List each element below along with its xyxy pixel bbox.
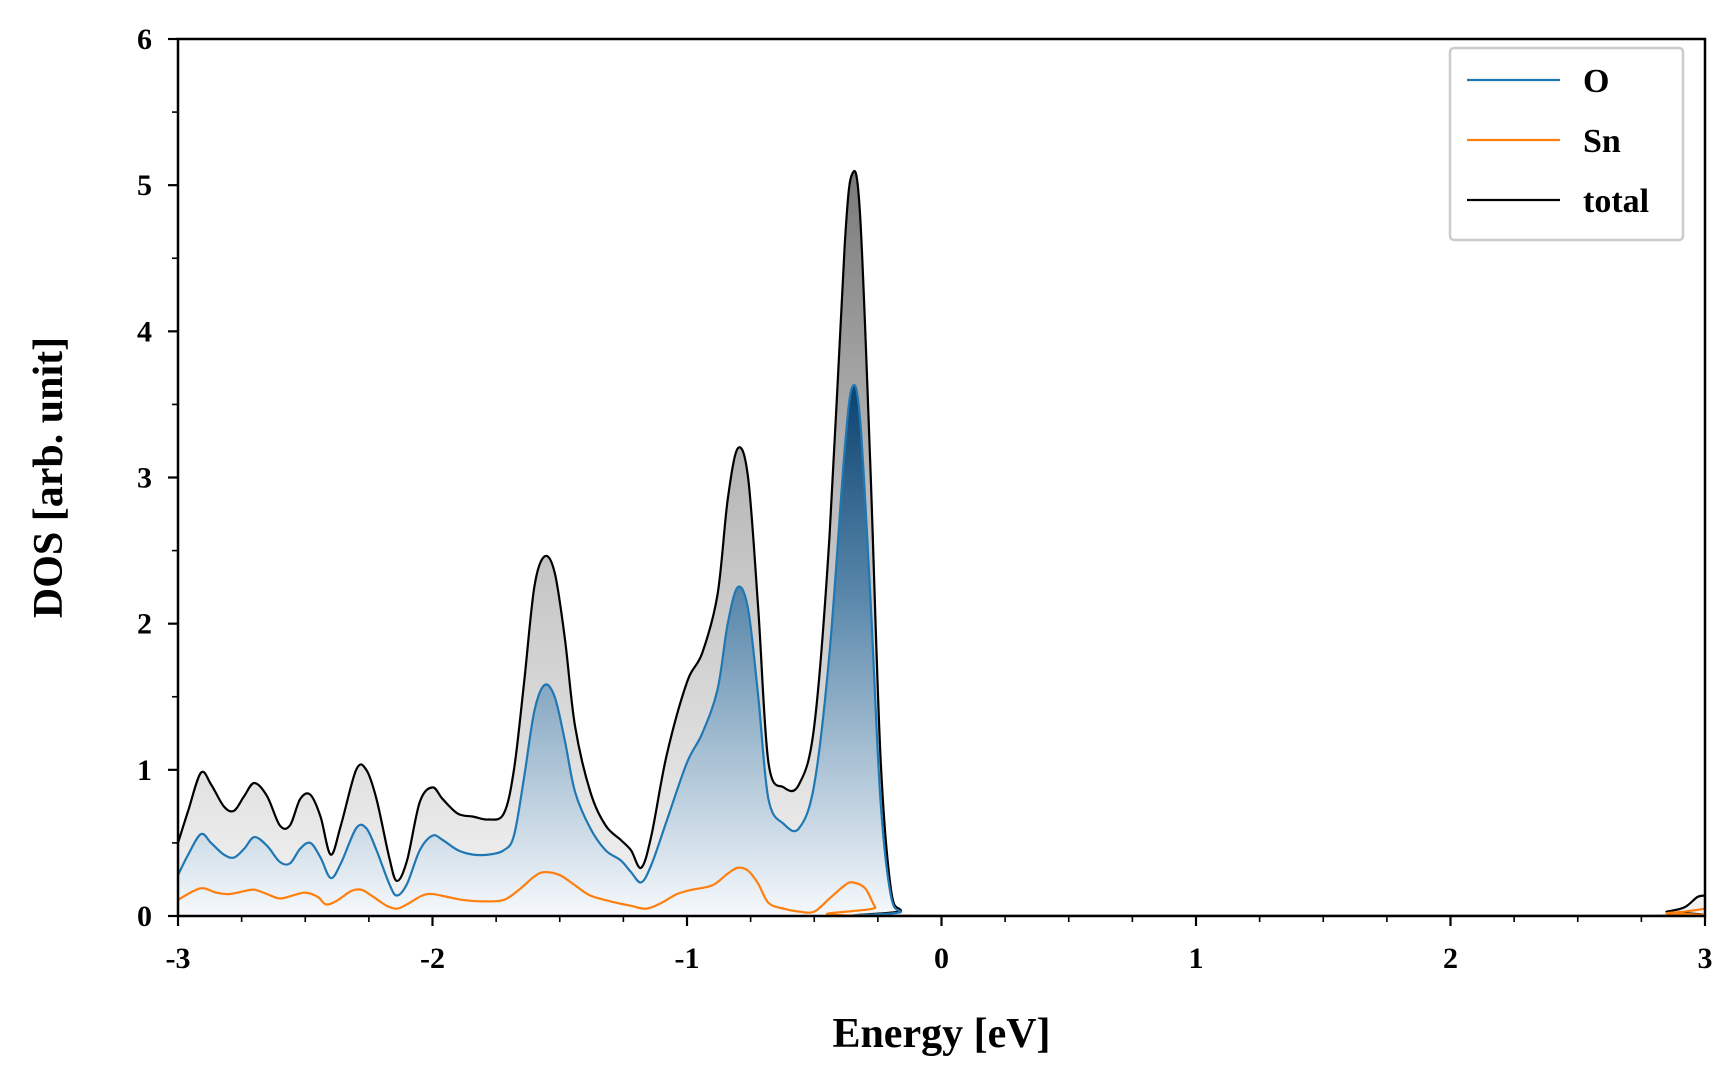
y-tick-label: 5 [137,169,152,202]
y-tick-label: 4 [137,315,152,348]
x-tick-label: 1 [1189,942,1204,975]
series-line-sn [178,866,1705,916]
lines-layer [178,169,1705,916]
x-tick-label: -2 [420,942,445,975]
x-tick-label: -3 [166,942,191,975]
x-axis-title: Energy [eV] [832,1011,1050,1057]
y-axis: 0 1 2 3 4 5 6 [137,23,178,933]
x-tick-label: 2 [1443,942,1458,975]
legend-label-o: O [1583,63,1609,100]
legend-box [1448,46,1685,242]
legend-label-total: total [1583,183,1649,220]
x-axis: -3 -2 -1 0 1 2 3 [166,916,1713,975]
series-fill-total [178,171,1705,916]
y-tick-label: 0 [137,900,152,933]
y-tick-label: 2 [137,608,152,641]
fills-layer [178,171,1705,916]
series-line-o [178,383,1705,916]
legend-label-sn: Sn [1583,123,1621,160]
y-axis-title: DOS [arb. unit] [26,337,72,618]
series-line-total [178,169,1705,916]
y-tick-label: 6 [137,23,152,56]
series-fill-o [178,384,1705,916]
y-tick-label: 3 [137,462,152,495]
x-tick-label: 0 [934,942,949,975]
x-tick-label: -1 [675,942,700,975]
x-tick-label: 3 [1698,942,1713,975]
legend: O Sn total [1448,46,1685,242]
y-tick-label: 1 [137,754,152,787]
